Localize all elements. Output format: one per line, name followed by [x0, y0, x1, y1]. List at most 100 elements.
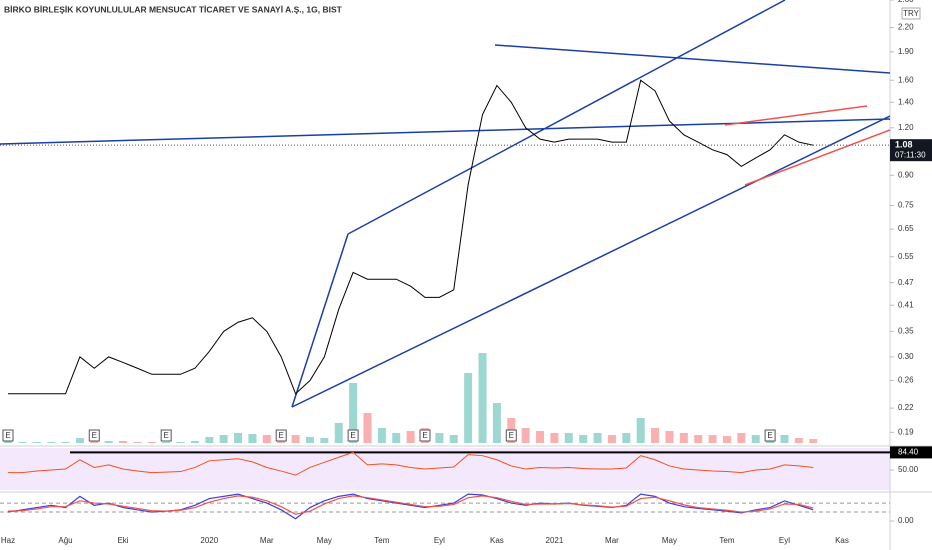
x-tick-label: Eki — [117, 536, 128, 545]
volume-bar — [751, 435, 760, 443]
rsi-panel — [0, 448, 890, 490]
volume-bar — [162, 442, 171, 443]
x-tick-label: Kas — [490, 536, 504, 545]
y-tick-label: 0.75 — [898, 201, 914, 210]
data-line — [8, 451, 814, 476]
volume-bar — [133, 442, 142, 443]
volume-bar — [593, 433, 602, 443]
volume-bar — [248, 434, 257, 443]
x-tick-label: Tem — [719, 536, 734, 545]
h-line-label: 84.40 — [898, 448, 919, 457]
volume-bar — [190, 441, 199, 443]
x-tick-label: 2021 — [546, 536, 564, 545]
y-tick-label: 0.41 — [898, 300, 914, 309]
y-tick-label: 1.40 — [898, 97, 914, 106]
data-line — [8, 79, 814, 395]
volume-bar — [435, 433, 444, 443]
y-tick-label: 0.55 — [898, 252, 914, 261]
x-tick-label: 2020 — [200, 536, 218, 545]
volume-bar — [636, 418, 645, 443]
volume-bar — [334, 423, 343, 443]
event-label: E — [279, 431, 284, 440]
event-label: E — [5, 431, 10, 440]
volume-bar — [708, 435, 717, 443]
data-line — [7, 493, 814, 520]
y-tick-label: 50.00 — [898, 465, 919, 474]
volume-bar — [478, 353, 487, 443]
trend-line — [0, 118, 891, 145]
x-tick-label: May — [662, 536, 677, 545]
trend-line — [291, 233, 349, 408]
trend-line — [724, 105, 868, 126]
event-label: E — [767, 431, 772, 440]
volume-bar — [47, 442, 56, 443]
y-tick-label: 0.22 — [898, 403, 914, 412]
y-tick-label: 1.20 — [898, 123, 914, 132]
currency-box — [901, 7, 921, 20]
volume-bar — [392, 433, 401, 443]
volume-bar — [4, 441, 12, 443]
x-tick-label: Ağu — [58, 536, 72, 545]
volume-bar — [492, 403, 501, 443]
volume-bar — [262, 435, 271, 443]
chart-title: BİRKO BİRLEŞİK KOYUNLULULAR MENSUCAT TİC… — [4, 4, 343, 14]
data-line — [7, 495, 814, 515]
event-box — [160, 429, 172, 442]
y-tick-label: 2.20 — [898, 23, 914, 32]
volume-bar — [104, 441, 113, 443]
x-tick-label: Eyl — [779, 536, 790, 545]
volume-bar — [607, 435, 616, 443]
volume-bar — [536, 431, 545, 443]
volume-bar — [147, 442, 156, 443]
y-tick-label: 0.00 — [898, 516, 914, 525]
event-box — [347, 429, 359, 442]
volume-bar — [651, 428, 660, 443]
countdown: 07:11:30 — [895, 150, 926, 159]
volume-bar — [722, 436, 731, 443]
x-tick-label: Mar — [605, 536, 619, 545]
volume-bar — [320, 438, 329, 443]
h-line-box — [890, 446, 932, 459]
volume-bar — [349, 383, 358, 443]
x-tick-label: May — [317, 536, 332, 545]
volume-bar — [234, 433, 243, 443]
event-label: E — [350, 431, 355, 440]
volume-bar — [205, 437, 214, 443]
volume-bar — [464, 373, 473, 443]
volume-bar — [449, 435, 458, 443]
last-price: 1.08 — [895, 140, 913, 150]
event-box — [419, 429, 431, 442]
y-tick-label: 0.19 — [898, 427, 914, 436]
volume-bar — [679, 433, 688, 443]
volume-bar — [579, 435, 588, 443]
trend-line — [494, 44, 891, 74]
event-box — [2, 429, 14, 442]
event-box — [88, 429, 100, 442]
volume-bar — [794, 438, 803, 443]
volume-bar — [119, 441, 128, 443]
trend-line — [744, 129, 891, 186]
volume-bar — [665, 431, 674, 443]
volume-bar — [176, 442, 185, 443]
y-tick-label: 0.65 — [898, 224, 914, 233]
volume-bar — [219, 435, 228, 443]
event-label: E — [164, 431, 169, 440]
x-tick-label: Kas — [835, 536, 849, 545]
volume-bar — [809, 439, 818, 443]
volume-bar — [737, 433, 746, 443]
volume-bar — [363, 413, 372, 443]
volume-bar — [622, 433, 631, 443]
last-price-box — [890, 139, 932, 162]
event-box — [764, 429, 776, 442]
event-box — [505, 429, 517, 442]
y-tick-label: 0.26 — [898, 376, 914, 385]
volume-bar — [406, 431, 415, 443]
event-label: E — [509, 431, 514, 440]
x-tick-label: Mar — [260, 536, 274, 545]
volume-bar — [377, 428, 386, 443]
y-tick-label: 0.47 — [898, 278, 914, 287]
drawings — [0, 0, 891, 408]
x-tick-label: Eyl — [434, 536, 445, 545]
volume-bar — [564, 433, 573, 443]
